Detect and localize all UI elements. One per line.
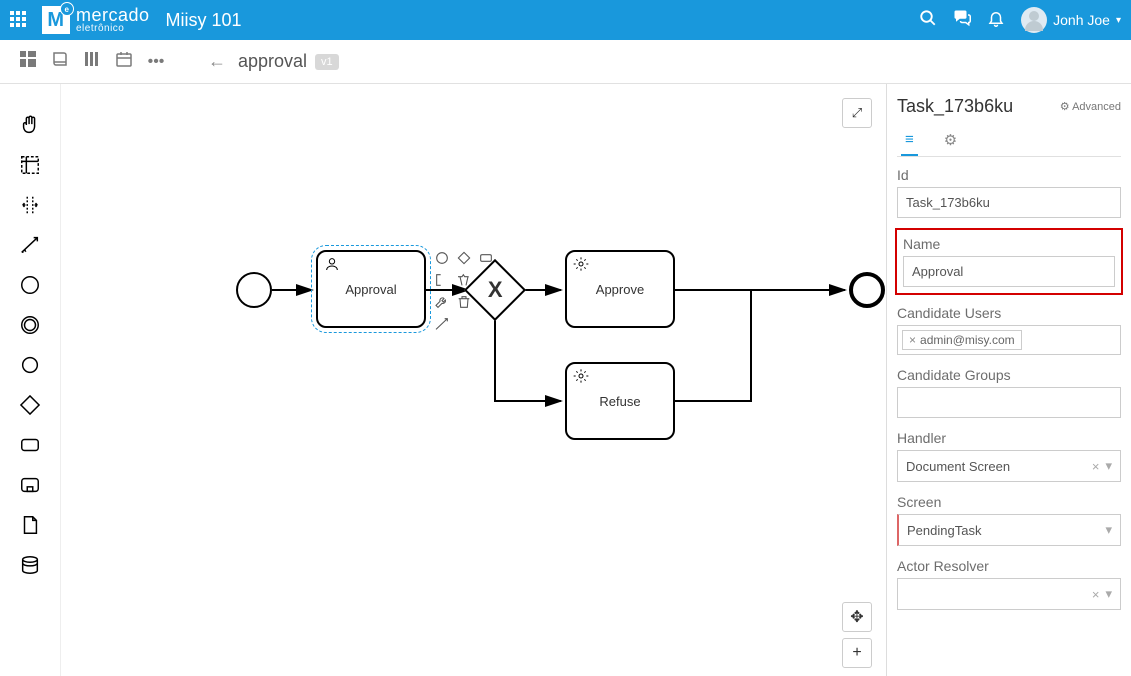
back-arrow-icon[interactable]: ← [208, 51, 226, 72]
search-icon[interactable] [911, 9, 945, 32]
brand-sub: eletrônico [76, 24, 150, 33]
toolbar-grid-icon[interactable] [12, 51, 44, 72]
id-label: Id [897, 167, 1121, 183]
field-handler: Handler Document Screen ×▾ [897, 430, 1121, 482]
service-task-icon [573, 256, 589, 275]
brand-logo[interactable]: M mercado eletrônico [42, 6, 150, 34]
user-task-icon [324, 256, 340, 275]
id-input[interactable] [897, 187, 1121, 218]
palette-start-event-icon[interactable] [13, 268, 47, 302]
toolbar-calendar-icon[interactable] [108, 51, 140, 72]
palette-intermediate-event-icon[interactable] [13, 308, 47, 342]
candidate-groups-label: Candidate Groups [897, 367, 1121, 383]
palette-space-tool-icon[interactable] [13, 188, 47, 222]
task-label: Refuse [599, 394, 640, 409]
palette-end-event-icon[interactable] [13, 348, 47, 382]
end-event-node[interactable] [849, 272, 885, 308]
task-label: Approve [596, 282, 644, 297]
field-name: Name [895, 228, 1123, 295]
advanced-link[interactable]: ⚙ Advanced [1060, 100, 1121, 113]
handler-label: Handler [897, 430, 1121, 446]
app-title: Miisy 101 [166, 10, 242, 31]
user-menu[interactable]: Jonh Joe ▾ [1013, 7, 1121, 33]
actor-resolver-select[interactable]: ×▾ [897, 578, 1121, 610]
cp-gateway-icon[interactable] [454, 248, 474, 268]
remove-tag-icon[interactable]: × [909, 333, 916, 347]
breadcrumb-text: approval [238, 51, 307, 72]
candidate-users-label: Candidate Users [897, 305, 1121, 321]
chevron-down-icon: ▾ [1105, 522, 1112, 538]
brand-mark-icon: M [42, 6, 70, 34]
toolbar-book-icon[interactable] [44, 51, 76, 72]
candidate-users-input[interactable]: ×admin@misy.com [897, 325, 1121, 355]
panel-tabs: ≡ ⚙ [897, 125, 1121, 157]
cp-wrench-icon[interactable] [432, 292, 452, 312]
candidate-groups-input[interactable] [897, 387, 1121, 418]
approval-task-node[interactable]: Approval [316, 250, 426, 328]
field-actor-resolver: Actor Resolver ×▾ [897, 558, 1121, 610]
name-input[interactable] [903, 256, 1115, 287]
properties-panel: Task_173b6ku ⚙ Advanced ≡ ⚙ Id Name Cand… [886, 84, 1131, 676]
chat-icon[interactable] [945, 9, 979, 32]
tab-settings[interactable]: ⚙ [940, 125, 961, 156]
handler-select[interactable]: Document Screen ×▾ [897, 450, 1121, 482]
cp-event-icon[interactable] [432, 248, 452, 268]
palette-lasso-tool-icon[interactable] [13, 148, 47, 182]
task-label: Approval [345, 282, 396, 297]
version-badge: v1 [315, 54, 339, 70]
shape-palette [0, 84, 60, 676]
start-event-node[interactable] [236, 272, 272, 308]
chevron-down-icon: ▾ [1105, 586, 1112, 602]
toolbar-columns-icon[interactable] [76, 51, 108, 72]
field-candidate-groups: Candidate Groups [897, 367, 1121, 418]
palette-data-object-icon[interactable] [13, 508, 47, 542]
caret-down-icon: ▾ [1116, 15, 1121, 26]
field-id: Id [897, 167, 1121, 218]
user-name: Jonh Joe [1053, 12, 1110, 28]
refuse-task-node[interactable]: Refuse [565, 362, 675, 440]
chevron-down-icon: ▾ [1105, 458, 1112, 474]
palette-gateway-icon[interactable] [13, 388, 47, 422]
palette-task-icon[interactable] [13, 428, 47, 462]
service-task-icon [573, 368, 589, 387]
palette-data-store-icon[interactable] [13, 548, 47, 582]
apps-grid-icon[interactable] [10, 11, 28, 29]
panel-title: Task_173b6ku [897, 96, 1013, 117]
cp-connect-icon[interactable] [432, 314, 452, 334]
screen-label: Screen [897, 494, 1121, 510]
approve-task-node[interactable]: Approve [565, 250, 675, 328]
toolbar: ••• ← approval v1 [0, 40, 1131, 84]
tab-general[interactable]: ≡ [901, 125, 918, 156]
clear-icon[interactable]: × [1092, 587, 1100, 602]
field-candidate-users: Candidate Users ×admin@misy.com [897, 305, 1121, 355]
palette-connect-tool-icon[interactable] [13, 228, 47, 262]
gateway-label: X [488, 277, 503, 303]
actor-resolver-label: Actor Resolver [897, 558, 1121, 574]
avatar-icon [1021, 7, 1047, 33]
toolbar-more-icon[interactable]: ••• [140, 53, 172, 71]
name-label: Name [903, 236, 1115, 252]
palette-subprocess-icon[interactable] [13, 468, 47, 502]
breadcrumb: ← approval v1 [208, 51, 339, 72]
diagram-canvas[interactable]: ⤢ ✥ + Approval [60, 84, 886, 676]
bell-icon[interactable] [979, 9, 1013, 32]
palette-hand-tool-icon[interactable] [13, 108, 47, 142]
clear-icon[interactable]: × [1092, 459, 1100, 474]
top-header: M mercado eletrônico Miisy 101 Jonh Joe … [0, 0, 1131, 40]
cp-annotation-icon[interactable] [432, 270, 452, 290]
field-screen: Screen PendingTask ▾ [897, 494, 1121, 546]
user-tag[interactable]: ×admin@misy.com [902, 330, 1022, 350]
screen-select[interactable]: PendingTask ▾ [897, 514, 1121, 546]
